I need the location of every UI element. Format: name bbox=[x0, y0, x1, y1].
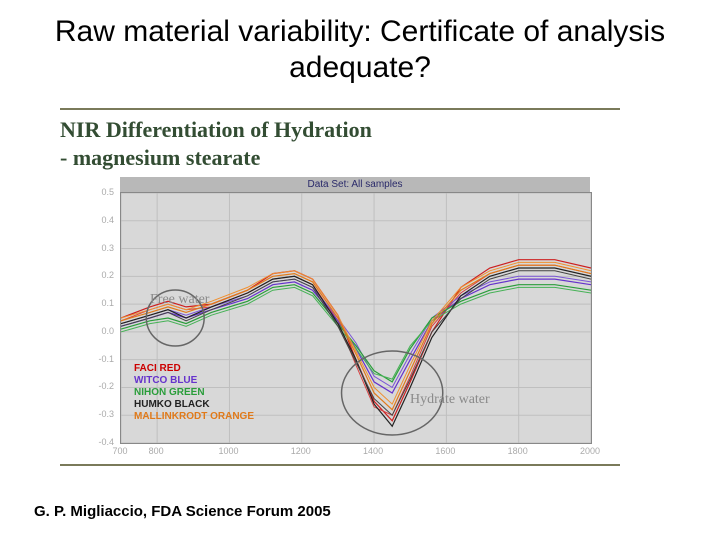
y-tick-label: 0.1 bbox=[101, 298, 114, 308]
y-tick-label: -0.2 bbox=[98, 381, 114, 391]
y-tick-label: 0.3 bbox=[101, 243, 114, 253]
series-FACI bbox=[121, 260, 591, 421]
x-axis: 700800100012001400160018002000 bbox=[120, 444, 590, 458]
series-NIHON bbox=[121, 285, 591, 382]
x-tick-label: 2000 bbox=[580, 446, 600, 456]
y-tick-label: 0.2 bbox=[101, 270, 114, 280]
x-tick-label: 1400 bbox=[363, 446, 383, 456]
annotation-ellipse bbox=[146, 290, 204, 346]
inset-panel: NIR Differentiation of Hydration - magnes… bbox=[60, 108, 620, 466]
x-tick-label: 700 bbox=[112, 446, 127, 456]
chart-shell: Data Set: All samples -0.4-0.3-0.2-0.10.… bbox=[120, 177, 590, 458]
x-tick-label: 1800 bbox=[508, 446, 528, 456]
sub-title-line: - magnesium stearate bbox=[60, 145, 260, 170]
x-tick-label: 1600 bbox=[435, 446, 455, 456]
x-tick-label: 1200 bbox=[291, 446, 311, 456]
chart-plot-area bbox=[120, 192, 592, 444]
footer-citation: G. P. Migliaccio, FDA Science Forum 2005 bbox=[34, 503, 331, 520]
y-tick-label: 0.0 bbox=[101, 326, 114, 336]
sub-title: NIR Differentiation of Hydration - magnes… bbox=[60, 110, 620, 175]
chart-svg bbox=[121, 193, 591, 443]
x-tick-label: 1000 bbox=[218, 446, 238, 456]
x-tick-label: 800 bbox=[149, 446, 164, 456]
y-tick-label: -0.1 bbox=[98, 354, 114, 364]
y-axis: -0.4-0.3-0.2-0.10.00.10.20.30.40.5 bbox=[76, 192, 116, 442]
y-tick-label: 0.5 bbox=[101, 187, 114, 197]
slide: Raw material variability: Certificate of… bbox=[0, 0, 720, 540]
y-tick-label: 0.4 bbox=[101, 215, 114, 225]
series-MALLINKRODT bbox=[121, 265, 591, 410]
series-MALLINKRODT2 bbox=[121, 262, 591, 404]
series-WITCO bbox=[121, 279, 591, 393]
sub-title-line: NIR Differentiation of Hydration bbox=[60, 117, 372, 142]
series-HUMKO bbox=[121, 268, 591, 426]
chart-header: Data Set: All samples bbox=[120, 177, 590, 192]
y-tick-label: -0.3 bbox=[98, 409, 114, 419]
main-title: Raw material variability: Certificate of… bbox=[40, 14, 680, 86]
